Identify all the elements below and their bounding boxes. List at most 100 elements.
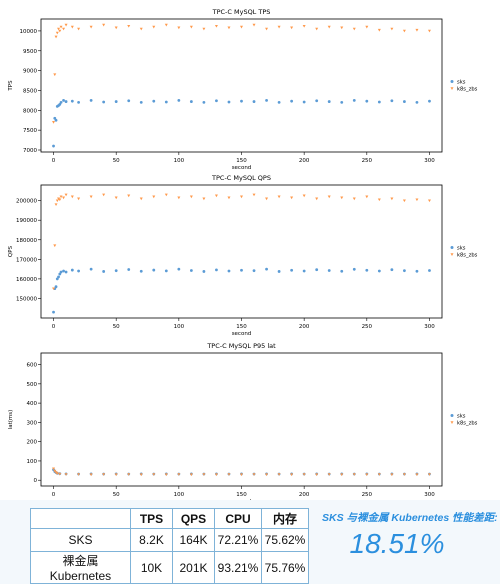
data-point <box>64 193 68 197</box>
table-cell: 裸金属 Kubernetes <box>30 551 131 584</box>
data-point <box>365 25 369 29</box>
data-point <box>127 194 131 198</box>
y-tick-label: 180000 <box>16 238 37 244</box>
data-point <box>53 73 57 77</box>
data-point <box>290 196 294 200</box>
data-point <box>57 27 61 31</box>
data-point <box>164 269 168 273</box>
data-point <box>139 473 143 477</box>
y-tick-label: 8000 <box>23 108 37 114</box>
data-point <box>62 27 66 31</box>
data-point <box>202 100 206 104</box>
data-point <box>89 195 93 199</box>
data-point <box>265 267 268 271</box>
x-tick-label: 250 <box>362 158 373 164</box>
data-point <box>139 197 143 201</box>
legend-marker <box>450 87 454 90</box>
table-cell: 10K <box>130 551 173 584</box>
data-point <box>57 275 60 279</box>
data-point <box>427 199 431 203</box>
data-point <box>352 473 356 476</box>
table-cell: SKS <box>30 528 131 552</box>
x-tick-label: 300 <box>424 158 435 164</box>
data-point <box>164 100 168 104</box>
data-point <box>177 267 181 271</box>
data-point <box>290 473 294 477</box>
x-tick-label: 150 <box>236 324 247 330</box>
data-point <box>70 195 74 199</box>
data-point <box>114 196 118 200</box>
plot-area <box>40 352 443 487</box>
data-point <box>340 473 344 477</box>
data-point <box>252 193 256 197</box>
data-point <box>102 270 106 273</box>
data-point <box>240 473 243 477</box>
performance-gap-label: SKS 与裸金属 Kubernetes 性能差距: <box>322 512 498 524</box>
y-tick-label: 200000 <box>16 199 37 205</box>
data-point <box>365 268 369 272</box>
data-point <box>377 100 381 104</box>
y-tick-label: 200 <box>27 440 38 446</box>
table-cell: 8.2K <box>130 528 173 552</box>
data-point <box>365 473 369 477</box>
table-row: 裸金属 Kubernetes 10K 201K 93.21% 75.76% <box>30 551 309 584</box>
data-point <box>227 269 231 273</box>
data-point <box>164 23 168 27</box>
y-tick-label: 170000 <box>16 257 37 263</box>
data-point <box>59 195 63 199</box>
x-tick-label: 50 <box>113 492 120 498</box>
data-point <box>62 269 65 273</box>
table-cell: 75.76% <box>261 551 309 584</box>
data-point <box>55 31 59 35</box>
data-point <box>114 100 118 103</box>
data-point <box>77 197 81 201</box>
data-point <box>52 310 55 314</box>
y-tick-label: 400 <box>27 401 38 407</box>
data-point <box>302 100 306 104</box>
table-cell: 93.21% <box>214 551 262 584</box>
table-header-cell: TPS <box>130 508 173 529</box>
data-point <box>290 26 294 30</box>
x-tick-label: 200 <box>299 492 310 498</box>
legend-label: k8s_zbs <box>457 421 478 427</box>
y-tick-label: 160000 <box>16 277 37 283</box>
data-point <box>102 473 106 476</box>
data-point <box>415 269 419 273</box>
data-point <box>214 194 218 198</box>
data-point <box>70 25 74 29</box>
data-point <box>215 99 218 103</box>
data-point <box>202 27 206 31</box>
data-point <box>58 29 62 33</box>
data-point <box>164 473 168 477</box>
table-header-cell: QPS <box>172 508 215 529</box>
data-point <box>227 26 231 30</box>
x-tick-label: 50 <box>113 324 120 330</box>
data-point <box>127 24 131 28</box>
table-cell: 164K <box>172 528 215 552</box>
data-point <box>58 198 62 202</box>
data-point <box>202 270 206 273</box>
data-point <box>415 28 419 32</box>
data-point <box>252 100 256 103</box>
x-axis-label: second <box>232 331 252 337</box>
data-point <box>402 199 406 203</box>
data-point <box>52 121 56 124</box>
chart-title: TPC-C MySQL P95 lat <box>206 342 276 350</box>
y-tick-label: 7500 <box>23 128 37 134</box>
charts-canvas: 0 50 100 150 200 250 300 7000 7500 8000 8500 9000 95… <box>0 0 500 500</box>
x-tick-label: 150 <box>236 492 247 498</box>
data-point <box>377 198 381 202</box>
data-point <box>277 270 281 273</box>
data-point <box>127 268 131 271</box>
data-point <box>77 473 81 476</box>
data-point <box>139 269 143 273</box>
data-point <box>114 269 118 273</box>
data-point <box>390 473 394 477</box>
x-tick-label: 100 <box>174 324 185 330</box>
legend-label: sks <box>457 414 466 420</box>
data-point <box>127 473 131 476</box>
data-point <box>214 24 218 28</box>
x-tick-label: 250 <box>362 324 373 330</box>
data-point <box>352 197 356 201</box>
legend-marker <box>450 414 454 417</box>
